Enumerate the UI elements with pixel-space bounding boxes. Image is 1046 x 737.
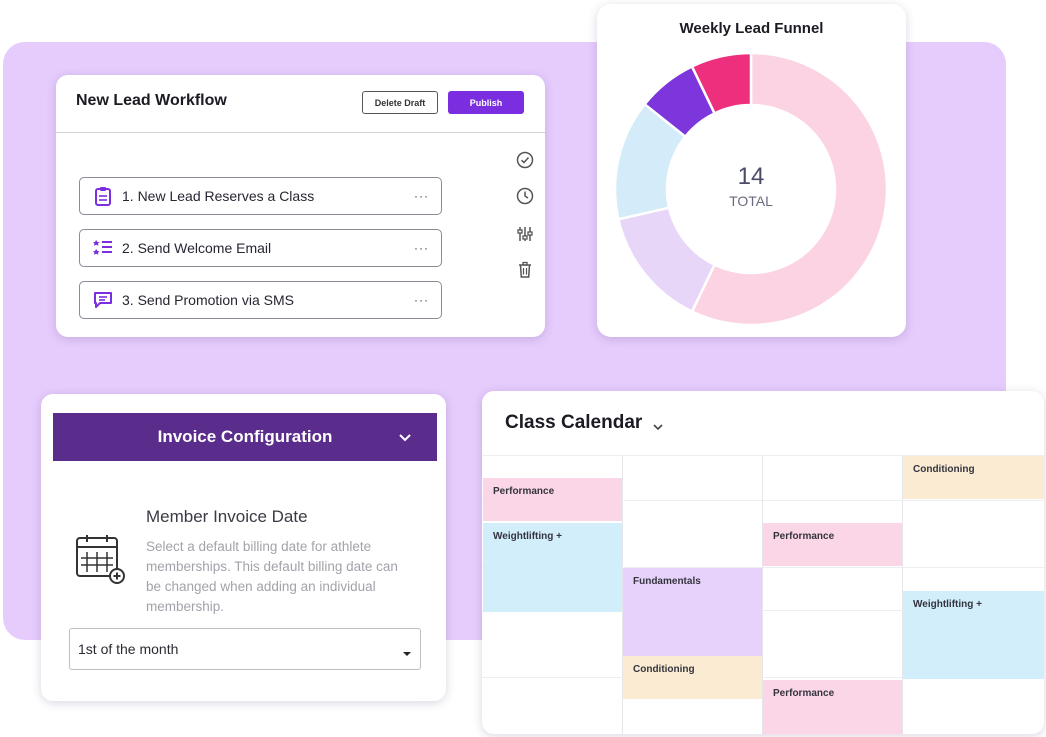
calendar-event[interactable]: Weightlifting + xyxy=(483,523,622,612)
workflow-card: New Lead Workflow Delete Draft Publish 1… xyxy=(56,75,545,337)
invoice-card: Invoice Configuration Member Invoice Dat… xyxy=(41,394,446,701)
donut-chart: 14 TOTAL xyxy=(613,51,889,327)
step-label: 3. Send Promotion via SMS xyxy=(122,292,294,308)
checklist-icon xyxy=(92,237,114,259)
caret-down-icon xyxy=(402,645,412,656)
invoice-date-select[interactable]: 1st of the month xyxy=(69,628,421,670)
calendar-event[interactable]: Fundamentals xyxy=(623,568,762,656)
event-label: Conditioning xyxy=(913,464,975,475)
selected-option: 1st of the month xyxy=(78,641,179,657)
more-options-icon[interactable]: ··· xyxy=(414,189,429,203)
calendar-event[interactable]: Performance xyxy=(763,680,902,734)
invoice-date-heading: Member Invoice Date xyxy=(146,507,308,526)
delete-draft-button[interactable]: Delete Draft xyxy=(362,91,438,114)
event-label: Performance xyxy=(773,531,835,542)
donut-slice-0 xyxy=(690,51,889,327)
more-options-icon[interactable]: ··· xyxy=(414,241,429,255)
invoice-config-header[interactable]: Invoice Configuration xyxy=(53,413,437,461)
calendar-grid: Performance Weightlifting + Fundamentals… xyxy=(482,455,1044,734)
donut-slice-1 xyxy=(616,206,717,314)
total-label: TOTAL xyxy=(729,193,773,209)
donut-slice-4 xyxy=(690,51,753,115)
chart-title: Weekly Lead Funnel xyxy=(679,20,824,37)
chevron-down-icon[interactable] xyxy=(397,429,413,445)
step-label: 1. New Lead Reserves a Class xyxy=(122,188,315,204)
event-label: Weightlifting + xyxy=(493,531,562,542)
calendar-event[interactable]: Performance xyxy=(763,523,902,566)
trash-icon[interactable] xyxy=(516,261,534,279)
calendar-event[interactable]: Performance xyxy=(483,478,622,521)
check-circle-icon[interactable] xyxy=(516,151,534,169)
invoice-date-description: Select a default billing date for athlet… xyxy=(146,539,398,614)
funnel-card: Weekly Lead Funnel 14 TOTAL xyxy=(597,4,906,337)
workflow-step[interactable]: 3. Send Promotion via SMS ··· xyxy=(79,281,442,319)
calendar-event[interactable]: Conditioning xyxy=(623,656,762,699)
more-options-icon[interactable]: ··· xyxy=(414,293,429,307)
message-icon xyxy=(92,289,114,311)
calendar-event[interactable]: Weightlifting + xyxy=(903,591,1044,679)
event-label: Performance xyxy=(773,688,835,699)
clock-icon[interactable] xyxy=(516,187,534,205)
event-label: Fundamentals xyxy=(633,576,701,587)
workflow-header: New Lead Workflow Delete Draft Publish xyxy=(56,75,545,133)
sliders-icon[interactable] xyxy=(516,225,534,243)
calendar-card: Class Calendar Performance Weightlifting… xyxy=(482,391,1044,734)
chevron-down-icon[interactable] xyxy=(652,420,664,432)
calendar-title: Class Calendar xyxy=(505,412,643,433)
workflow-step[interactable]: 1. New Lead Reserves a Class ··· xyxy=(79,177,442,215)
total-value: 14 xyxy=(738,163,765,190)
workflow-step[interactable]: 2. Send Welcome Email ··· xyxy=(79,229,442,267)
calendar-add-icon xyxy=(75,534,127,586)
invoice-config-title: Invoice Configuration xyxy=(157,427,333,446)
event-label: Weightlifting + xyxy=(913,599,982,610)
event-label: Conditioning xyxy=(633,664,695,675)
workflow-title: New Lead Workflow xyxy=(76,92,227,109)
publish-button[interactable]: Publish xyxy=(448,91,524,114)
calendar-event[interactable]: Conditioning xyxy=(903,456,1044,499)
event-label: Performance xyxy=(493,486,555,497)
clipboard-icon xyxy=(92,185,114,207)
step-label: 2. Send Welcome Email xyxy=(122,240,272,256)
